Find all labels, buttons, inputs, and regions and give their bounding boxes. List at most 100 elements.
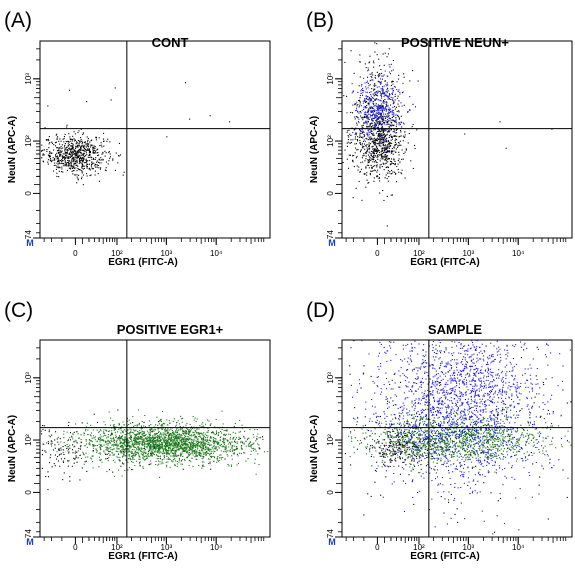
data-point: [416, 129, 417, 130]
data-point: [135, 451, 136, 452]
data-point: [258, 444, 259, 445]
data-point: [49, 435, 50, 436]
data-point: [361, 117, 362, 118]
data-point: [71, 159, 72, 160]
data-point: [191, 429, 192, 430]
data-point: [122, 475, 123, 476]
data-point: [375, 125, 376, 126]
data-point: [58, 153, 59, 154]
data-point: [358, 121, 359, 122]
data-point: [85, 155, 86, 156]
data-point: [244, 444, 245, 445]
data-point: [117, 438, 118, 439]
data-point: [172, 435, 173, 436]
data-point: [109, 443, 110, 444]
data-point: [195, 418, 196, 419]
data-point: [75, 453, 76, 454]
data-point: [151, 451, 152, 452]
data-point: [157, 452, 158, 453]
data-point: [61, 453, 62, 454]
data-point: [368, 160, 369, 161]
data-point: [203, 448, 204, 449]
data-point: [283, 451, 284, 452]
data-point: [216, 448, 217, 449]
data-point: [103, 159, 104, 160]
data-point: [188, 456, 189, 457]
data-point: [356, 123, 357, 124]
data-point: [91, 174, 92, 175]
data-point: [124, 429, 125, 430]
data-point: [370, 157, 371, 158]
data-point: [366, 132, 367, 133]
data-point: [365, 92, 366, 93]
data-point: [226, 447, 227, 448]
data-point: [139, 462, 140, 463]
data-point: [365, 141, 366, 142]
data-point: [89, 444, 90, 445]
data-point: [127, 442, 128, 443]
data-point: [365, 63, 366, 64]
data-point: [389, 150, 390, 151]
data-point: [378, 131, 379, 132]
data-point: [373, 152, 374, 153]
data-point: [173, 459, 174, 460]
data-point: [82, 452, 83, 453]
data-point: [98, 155, 99, 156]
data-point: [147, 440, 148, 441]
data-point: [203, 461, 204, 462]
data-point: [149, 437, 150, 438]
data-point: [141, 428, 142, 429]
data-point: [168, 447, 169, 448]
data-point: [128, 455, 129, 456]
data-point: [132, 444, 133, 445]
data-point: [90, 146, 91, 147]
data-point: [367, 135, 368, 136]
data-point: [174, 456, 175, 457]
data-point: [119, 460, 120, 461]
data-point: [382, 107, 383, 108]
data-point: [140, 447, 141, 448]
data-point: [133, 453, 134, 454]
data-point: [403, 73, 404, 74]
data-point: [87, 434, 88, 435]
data-point: [389, 158, 390, 159]
data-point: [49, 143, 50, 144]
data-point: [392, 88, 393, 89]
data-point: [153, 439, 154, 440]
data-point: [400, 172, 401, 173]
data-point: [174, 436, 175, 437]
data-point: [381, 164, 382, 165]
data-point: [376, 165, 377, 166]
data-point: [101, 445, 102, 446]
data-point: [382, 121, 383, 122]
data-point: [62, 172, 63, 173]
data-point: [207, 419, 208, 420]
data-point: [230, 439, 231, 440]
data-point: [59, 454, 60, 455]
data-point: [361, 150, 362, 151]
data-point: [242, 425, 243, 426]
data-point: [58, 160, 59, 161]
data-point: [207, 439, 208, 440]
data-point: [367, 112, 368, 113]
data-point: [380, 146, 381, 147]
data-point: [403, 123, 404, 124]
data-point: [347, 132, 348, 133]
data-point: [138, 447, 139, 448]
data-point: [382, 156, 383, 157]
data-point: [387, 121, 388, 122]
data-point: [129, 420, 130, 421]
data-point: [179, 442, 180, 443]
data-point: [55, 145, 56, 146]
data-point: [68, 145, 69, 146]
data-point: [107, 440, 108, 441]
data-point: [134, 459, 135, 460]
data-point: [59, 167, 60, 168]
data-point: [375, 78, 376, 79]
chart-title: POSITIVE NEUN+: [401, 35, 509, 50]
data-point: [71, 436, 72, 437]
data-point: [167, 459, 168, 460]
data-point: [140, 450, 141, 451]
data-point: [398, 110, 399, 111]
data-point: [409, 109, 410, 110]
